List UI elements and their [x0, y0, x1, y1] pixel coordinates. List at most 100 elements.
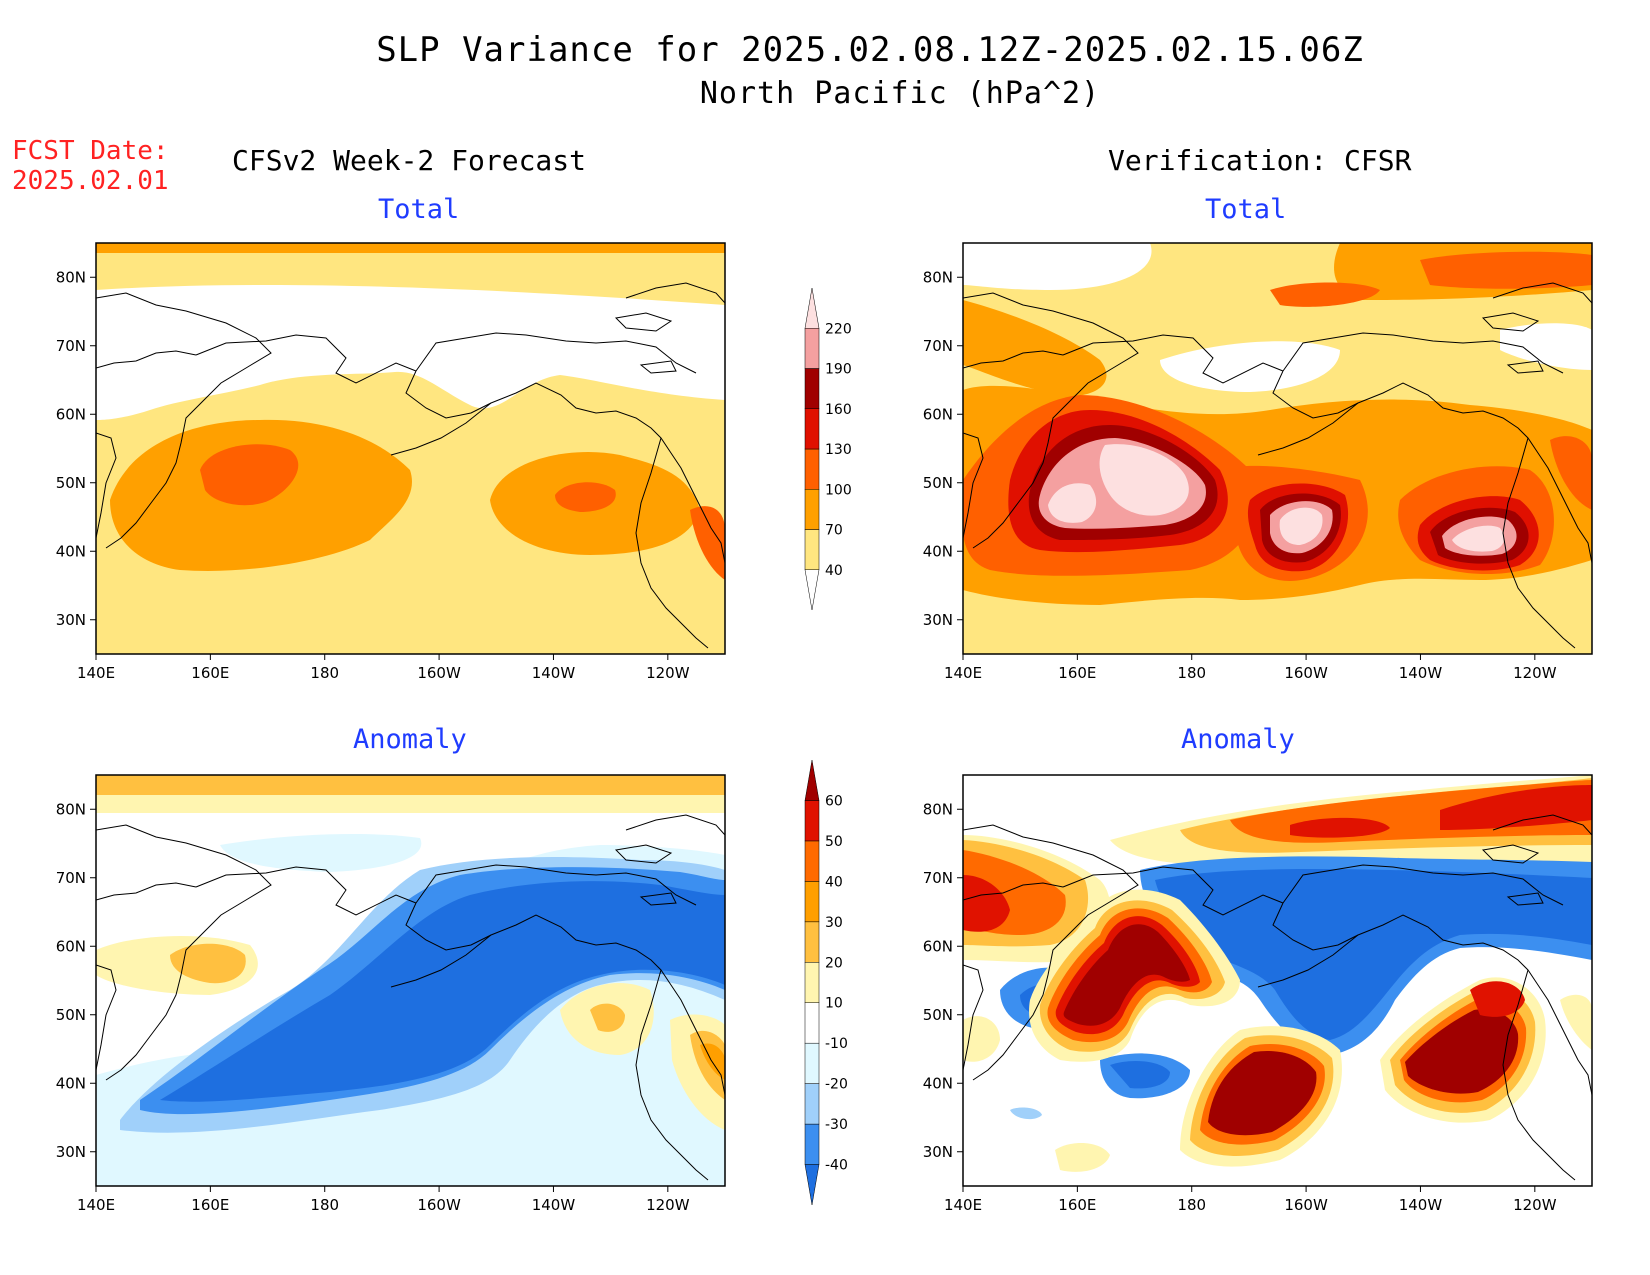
- lon-tick-label: 160W: [1284, 664, 1328, 682]
- lat-tick-label: 80N: [923, 800, 953, 818]
- colorbar-total-swatch: [804, 328, 820, 369]
- colorbar-anomaly: -40 -30 -20 -10 10 20 30 40 50 60: [804, 759, 848, 1206]
- map-frame-forecast-total: [95, 242, 726, 655]
- column-header-verification: Verification: CFSR: [1108, 144, 1412, 177]
- colorbar-anomaly-swatch: [804, 1083, 820, 1125]
- colorbar-total: 40 70 100 130 160 190 220: [804, 287, 852, 611]
- colorbar-total-label: 160: [825, 402, 852, 418]
- colorbar-total-label: 70: [825, 523, 843, 539]
- lon-tick-label: 140W: [1399, 664, 1443, 682]
- colorbar-anomaly-swatch: [804, 881, 820, 923]
- colorbar-anomaly-swatch: [804, 921, 820, 963]
- lon-tick-label: 160E: [1058, 1196, 1096, 1214]
- column-header-forecast: CFSv2 Week-2 Forecast: [232, 144, 587, 177]
- lat-tick-label: 80N: [56, 268, 86, 286]
- lat-tick-label: 70N: [923, 869, 953, 887]
- colorbar-anomaly-label: -30: [825, 1117, 848, 1133]
- colorbar-total-swatch: [804, 287, 820, 329]
- colorbar-anomaly-swatch: [804, 1042, 820, 1084]
- lon-tick-label: 120W: [1513, 664, 1557, 682]
- lat-tick-label: 60N: [56, 937, 86, 955]
- colorbar-total-swatch: [804, 529, 820, 570]
- panel-title-verification-anomaly: Anomaly: [1181, 724, 1295, 755]
- lon-tick-label: 140E: [944, 664, 982, 682]
- colorbar-total-swatch: [804, 368, 820, 409]
- map-forecast-anomaly: [96, 775, 725, 1186]
- panel-title-verification-total: Total: [1205, 194, 1287, 225]
- lat-tick-label: 30N: [923, 611, 953, 629]
- panel-title-forecast-total: Total: [378, 194, 460, 225]
- lat-tick-label: 30N: [923, 1143, 953, 1161]
- lon-tick-label: 180: [1177, 664, 1206, 682]
- colorbar-anomaly-label: 10: [825, 996, 843, 1012]
- lon-tick-label: 160W: [1284, 1196, 1328, 1214]
- lat-tick-label: 40N: [923, 1074, 953, 1092]
- colorbar-anomaly-swatch: [804, 1002, 820, 1044]
- colorbar-anomaly-swatch: [804, 759, 820, 801]
- lat-tick-label: 70N: [923, 337, 953, 355]
- colorbar-anomaly-swatch: [804, 840, 820, 882]
- lon-tick-label: 160E: [191, 664, 229, 682]
- colorbar-total-label: 100: [825, 482, 852, 498]
- colorbar-anomaly-label: 40: [825, 874, 843, 890]
- lon-tick-label: 140W: [532, 1196, 576, 1214]
- colorbar-anomaly-label: -10: [825, 1036, 848, 1052]
- colorbar-anomaly-label: 50: [825, 834, 843, 850]
- lon-tick-label: 120W: [646, 664, 690, 682]
- main-title: SLP Variance for 2025.02.08.12Z-2025.02.…: [376, 30, 1364, 70]
- lat-tick-label: 40N: [56, 1074, 86, 1092]
- colorbar-anomaly-swatch: [804, 1164, 820, 1206]
- lat-tick-label: 70N: [56, 869, 86, 887]
- lon-tick-label: 140E: [944, 1196, 982, 1214]
- map-forecast-total: [96, 243, 725, 654]
- lat-tick-label: 50N: [56, 474, 86, 492]
- colorbar-total-swatch: [804, 569, 820, 611]
- colorbar-anomaly-label: 60: [825, 793, 843, 809]
- lat-tick-label: 70N: [56, 337, 86, 355]
- lat-tick-label: 30N: [56, 1143, 86, 1161]
- lat-tick-label: 60N: [923, 405, 953, 423]
- map-verification-total: [963, 243, 1592, 654]
- forecast-date-value: 2025.02.01: [12, 166, 169, 196]
- lon-tick-label: 120W: [646, 1196, 690, 1214]
- lon-tick-label: 160W: [417, 1196, 461, 1214]
- map-verification-anomaly: [963, 775, 1592, 1186]
- lon-tick-label: 140E: [77, 1196, 115, 1214]
- lon-tick-label: 160E: [1058, 664, 1096, 682]
- panel-title-forecast-anomaly: Anomaly: [353, 724, 467, 755]
- map-frame-verification-total: [962, 242, 1593, 655]
- colorbar-anomaly-swatch: [804, 800, 820, 842]
- colorbar-total-swatch: [804, 408, 820, 450]
- lat-tick-label: 40N: [923, 542, 953, 560]
- forecast-date-label: FCST Date:: [12, 136, 169, 166]
- lon-tick-label: 140E: [77, 664, 115, 682]
- colorbar-total-label: 40: [825, 563, 843, 579]
- lon-tick-label: 140W: [1399, 1196, 1443, 1214]
- lon-tick-label: 120W: [1513, 1196, 1557, 1214]
- lat-tick-label: 40N: [56, 542, 86, 560]
- colorbar-total-swatch: [804, 489, 820, 530]
- lon-tick-label: 160W: [417, 664, 461, 682]
- lon-tick-label: 180: [310, 1196, 339, 1214]
- map-frame-verification-anomaly: [962, 774, 1593, 1187]
- lon-tick-label: 180: [1177, 1196, 1206, 1214]
- map-frame-forecast-anomaly: [95, 774, 726, 1187]
- lat-tick-label: 50N: [923, 1006, 953, 1024]
- colorbar-anomaly-label: -40: [825, 1158, 848, 1174]
- colorbar-total-label: 190: [825, 362, 852, 378]
- colorbar-total-label: 130: [825, 442, 852, 458]
- lon-tick-label: 180: [310, 664, 339, 682]
- colorbar-total-label: 220: [825, 321, 852, 337]
- colorbar-anomaly-label: 30: [825, 915, 843, 931]
- lat-tick-label: 80N: [56, 800, 86, 818]
- lat-tick-label: 30N: [56, 611, 86, 629]
- lon-tick-label: 140W: [532, 664, 576, 682]
- colorbar-total-swatch: [804, 448, 820, 490]
- lat-tick-label: 80N: [923, 268, 953, 286]
- lon-tick-label: 160E: [191, 1196, 229, 1214]
- lat-tick-label: 60N: [56, 405, 86, 423]
- colorbar-anomaly-swatch: [804, 962, 820, 1003]
- lat-tick-label: 60N: [923, 937, 953, 955]
- lat-tick-label: 50N: [923, 474, 953, 492]
